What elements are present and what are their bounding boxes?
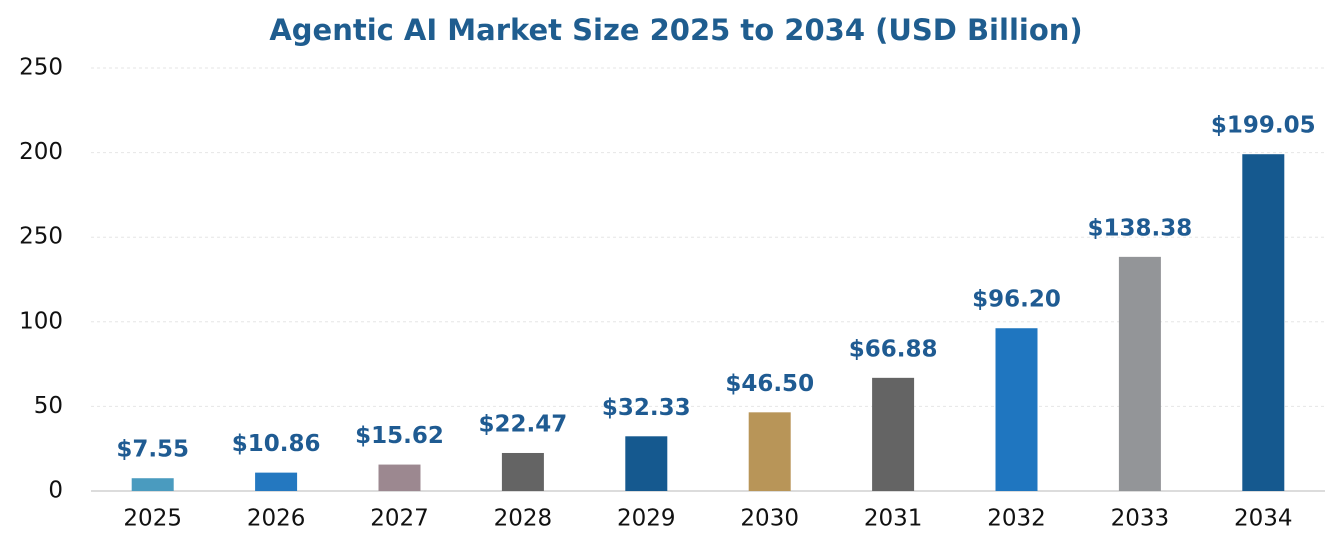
x-tick-label: 2033 <box>1111 506 1170 532</box>
value-label: $15.62 <box>355 423 444 449</box>
y-tick-label: 0 <box>48 478 63 504</box>
x-tick-label: 2026 <box>247 506 306 532</box>
x-tick-label: 2032 <box>987 506 1046 532</box>
bar <box>378 464 421 491</box>
x-tick-label: 2031 <box>864 506 923 532</box>
value-label: $32.33 <box>602 395 691 421</box>
x-tick-label: 2029 <box>617 506 676 532</box>
bar <box>1242 154 1285 491</box>
value-label: $10.86 <box>232 431 321 457</box>
bar <box>995 328 1038 491</box>
x-tick-label: 2030 <box>740 506 799 532</box>
x-tick-label: 2027 <box>370 506 429 532</box>
y-tick-label: 50 <box>34 393 63 419</box>
y-tick-label: 200 <box>19 139 63 165</box>
y-tick-label: 100 <box>19 308 63 334</box>
bar <box>872 377 915 491</box>
value-label: $96.20 <box>972 287 1061 313</box>
bar <box>625 436 668 491</box>
y-tick-label: 250 <box>19 55 63 81</box>
value-label: $138.38 <box>1088 215 1193 241</box>
bar <box>131 478 174 491</box>
value-label: $22.47 <box>479 411 568 437</box>
y-tick-label: 250 <box>19 224 63 250</box>
bar <box>748 412 791 491</box>
bar <box>501 452 544 491</box>
x-tick-label: 2028 <box>494 506 553 532</box>
bar <box>255 472 298 491</box>
x-tick-label: 2034 <box>1234 506 1293 532</box>
chart-title: Agentic AI Market Size 2025 to 2034 (USD… <box>269 13 1082 47</box>
bar <box>1118 256 1161 491</box>
value-label: $7.55 <box>116 437 189 463</box>
x-tick-label: 2025 <box>123 506 182 532</box>
value-label: $199.05 <box>1211 113 1316 139</box>
value-label: $46.50 <box>725 371 814 397</box>
value-label: $66.88 <box>849 336 938 362</box>
